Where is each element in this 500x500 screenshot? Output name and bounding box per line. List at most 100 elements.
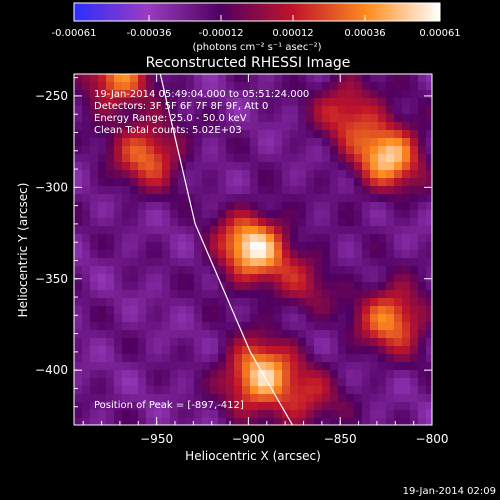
heatmap-cell xyxy=(306,370,314,378)
heatmap-cell xyxy=(186,258,194,266)
heatmap-cell xyxy=(122,154,130,162)
heatmap-cell xyxy=(370,90,378,98)
heatmap-cell xyxy=(322,138,330,146)
heatmap-cell xyxy=(138,146,146,154)
heatmap-cell xyxy=(370,138,378,146)
heatmap-cell xyxy=(114,210,122,218)
heatmap-cell xyxy=(274,346,282,354)
heatmap-cell xyxy=(346,378,354,386)
heatmap-cell xyxy=(282,386,290,394)
heatmap-cell xyxy=(162,178,170,186)
heatmap-cell xyxy=(370,298,378,306)
heatmap-cell xyxy=(266,114,274,122)
heatmap-cell xyxy=(306,218,314,226)
heatmap-cell xyxy=(394,130,402,138)
heatmap-cell xyxy=(346,410,354,418)
heatmap-cell xyxy=(410,298,418,306)
heatmap-cell xyxy=(306,162,314,170)
heatmap-cell xyxy=(114,306,122,314)
heatmap-cell xyxy=(290,202,298,210)
heatmap-cell xyxy=(194,250,202,258)
heatmap-cell xyxy=(210,290,218,298)
heatmap-cell xyxy=(290,354,298,362)
heatmap-cell xyxy=(298,306,306,314)
heatmap-cell xyxy=(338,338,346,346)
heatmap-cell xyxy=(410,378,418,386)
heatmap-cell xyxy=(330,114,338,122)
heatmap-cell xyxy=(282,186,290,194)
heatmap-cell xyxy=(98,226,106,234)
heatmap-cell xyxy=(346,202,354,210)
heatmap-cell xyxy=(282,138,290,146)
heatmap-cell xyxy=(122,338,130,346)
heatmap-cell xyxy=(362,178,370,186)
heatmap-cell xyxy=(138,362,146,370)
heatmap-cell xyxy=(378,130,386,138)
colorbar-tick-label: -0.00061 xyxy=(52,28,97,39)
heatmap-cell xyxy=(290,226,298,234)
heatmap-cell xyxy=(250,154,258,162)
heatmap-cell xyxy=(354,154,362,162)
heatmap-cell xyxy=(354,194,362,202)
heatmap-cell xyxy=(354,394,362,402)
heatmap-cell xyxy=(202,154,210,162)
heatmap-cell xyxy=(114,226,122,234)
heatmap-cell xyxy=(98,258,106,266)
heatmap-cell xyxy=(314,210,322,218)
heatmap-cell xyxy=(138,266,146,274)
heatmap-cell xyxy=(162,234,170,242)
heatmap-cell xyxy=(322,178,330,186)
heatmap-cell xyxy=(370,82,378,90)
x-axis-label: Heliocentric X (arcsec) xyxy=(185,449,321,463)
heatmap-cell xyxy=(114,338,122,346)
heatmap-cell xyxy=(74,178,82,186)
heatmap-cell xyxy=(306,210,314,218)
heatmap-cell xyxy=(114,282,122,290)
heatmap-cell xyxy=(402,146,410,154)
heatmap-cell xyxy=(210,202,218,210)
heatmap-cell xyxy=(290,402,298,410)
heatmap-cell xyxy=(410,194,418,202)
heatmap-cell xyxy=(90,338,98,346)
heatmap-cell xyxy=(210,138,218,146)
heatmap-cell xyxy=(298,282,306,290)
heatmap-cell xyxy=(138,322,146,330)
heatmap-cell xyxy=(114,354,122,362)
heatmap-cell xyxy=(306,378,314,386)
heatmap-cell xyxy=(386,242,394,250)
heatmap-cell xyxy=(122,290,130,298)
heatmap-cell xyxy=(226,146,234,154)
heatmap-cell xyxy=(370,114,378,122)
heatmap-cell xyxy=(322,162,330,170)
heatmap-cell xyxy=(226,354,234,362)
heatmap-cell xyxy=(218,378,226,386)
heatmap-cell xyxy=(186,282,194,290)
heatmap-cell xyxy=(218,74,226,82)
heatmap-cell xyxy=(226,178,234,186)
heatmap-cell xyxy=(314,90,322,98)
heatmap-cell xyxy=(290,330,298,338)
heatmap-cell xyxy=(346,146,354,154)
heatmap-cell xyxy=(386,202,394,210)
heatmap-cell xyxy=(426,370,432,378)
heatmap-cell xyxy=(202,266,210,274)
heatmap-cell xyxy=(338,314,346,322)
heatmap-cell xyxy=(410,162,418,170)
heatmap-cell xyxy=(274,106,282,114)
heatmap-cell xyxy=(98,290,106,298)
heatmap-cell xyxy=(234,354,242,362)
heatmap-cell xyxy=(418,338,426,346)
heatmap-cell xyxy=(290,250,298,258)
heatmap-cell xyxy=(362,202,370,210)
heatmap-cell xyxy=(378,266,386,274)
heatmap-cell xyxy=(354,106,362,114)
heatmap-cell xyxy=(394,402,402,410)
heatmap-cell xyxy=(74,306,82,314)
heatmap-cell xyxy=(402,90,410,98)
heatmap-cell xyxy=(402,178,410,186)
heatmap-cell xyxy=(378,242,386,250)
heatmap-cell xyxy=(378,290,386,298)
heatmap-cell xyxy=(418,322,426,330)
heatmap-cell xyxy=(322,290,330,298)
heatmap-cell xyxy=(338,330,346,338)
